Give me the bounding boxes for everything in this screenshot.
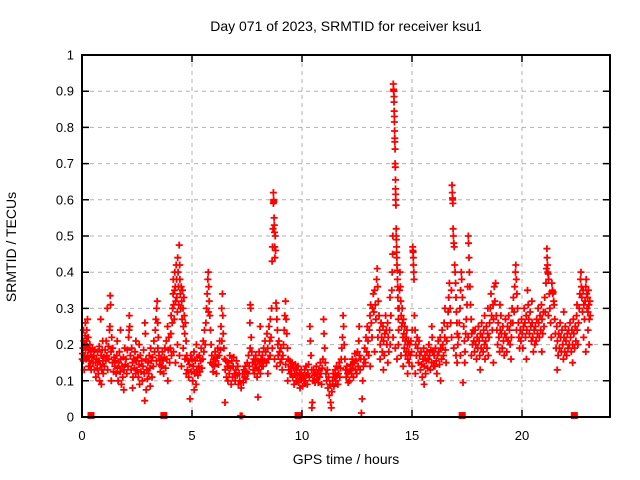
tick-labels: 00.10.20.30.40.50.60.70.80.910 5 10 15 20 <box>56 48 529 444</box>
x-tick-label: 0 <box>78 428 85 443</box>
y-tick-label: 0.2 <box>56 337 74 352</box>
y-tick-label: 0.6 <box>56 192 74 207</box>
zero-value-marker <box>160 412 168 420</box>
zero-value-marker <box>458 412 466 420</box>
x-tick-label: 5 <box>188 428 195 443</box>
y-tick-label: 0.7 <box>56 156 74 171</box>
zero-value-marker <box>87 412 95 420</box>
chart-title: Day 071 of 2023, SRMTID for receiver ksu… <box>210 18 482 34</box>
y-tick-label: 0.4 <box>56 265 74 280</box>
y-axis-label: SRMTID / TECUs <box>3 192 19 302</box>
y-tick-label: 0.3 <box>56 301 74 316</box>
x-tick-label: 15 <box>405 428 419 443</box>
zero-value-marker <box>294 412 302 420</box>
y-tick-label: 0.8 <box>56 120 74 135</box>
x-tick-label: 20 <box>515 428 529 443</box>
y-tick-label: 0.1 <box>56 373 74 388</box>
y-tick-label: 1 <box>67 48 74 63</box>
y-tick-label: 0 <box>67 410 74 425</box>
x-axis-label: GPS time / hours <box>293 451 400 467</box>
y-tick-label: 0.5 <box>56 229 74 244</box>
y-tick-label: 0.9 <box>56 84 74 99</box>
axis-ticks <box>81 54 610 418</box>
x-tick-label: 10 <box>295 428 309 443</box>
plot-frame <box>81 54 611 418</box>
zero-value-marker <box>570 412 578 420</box>
